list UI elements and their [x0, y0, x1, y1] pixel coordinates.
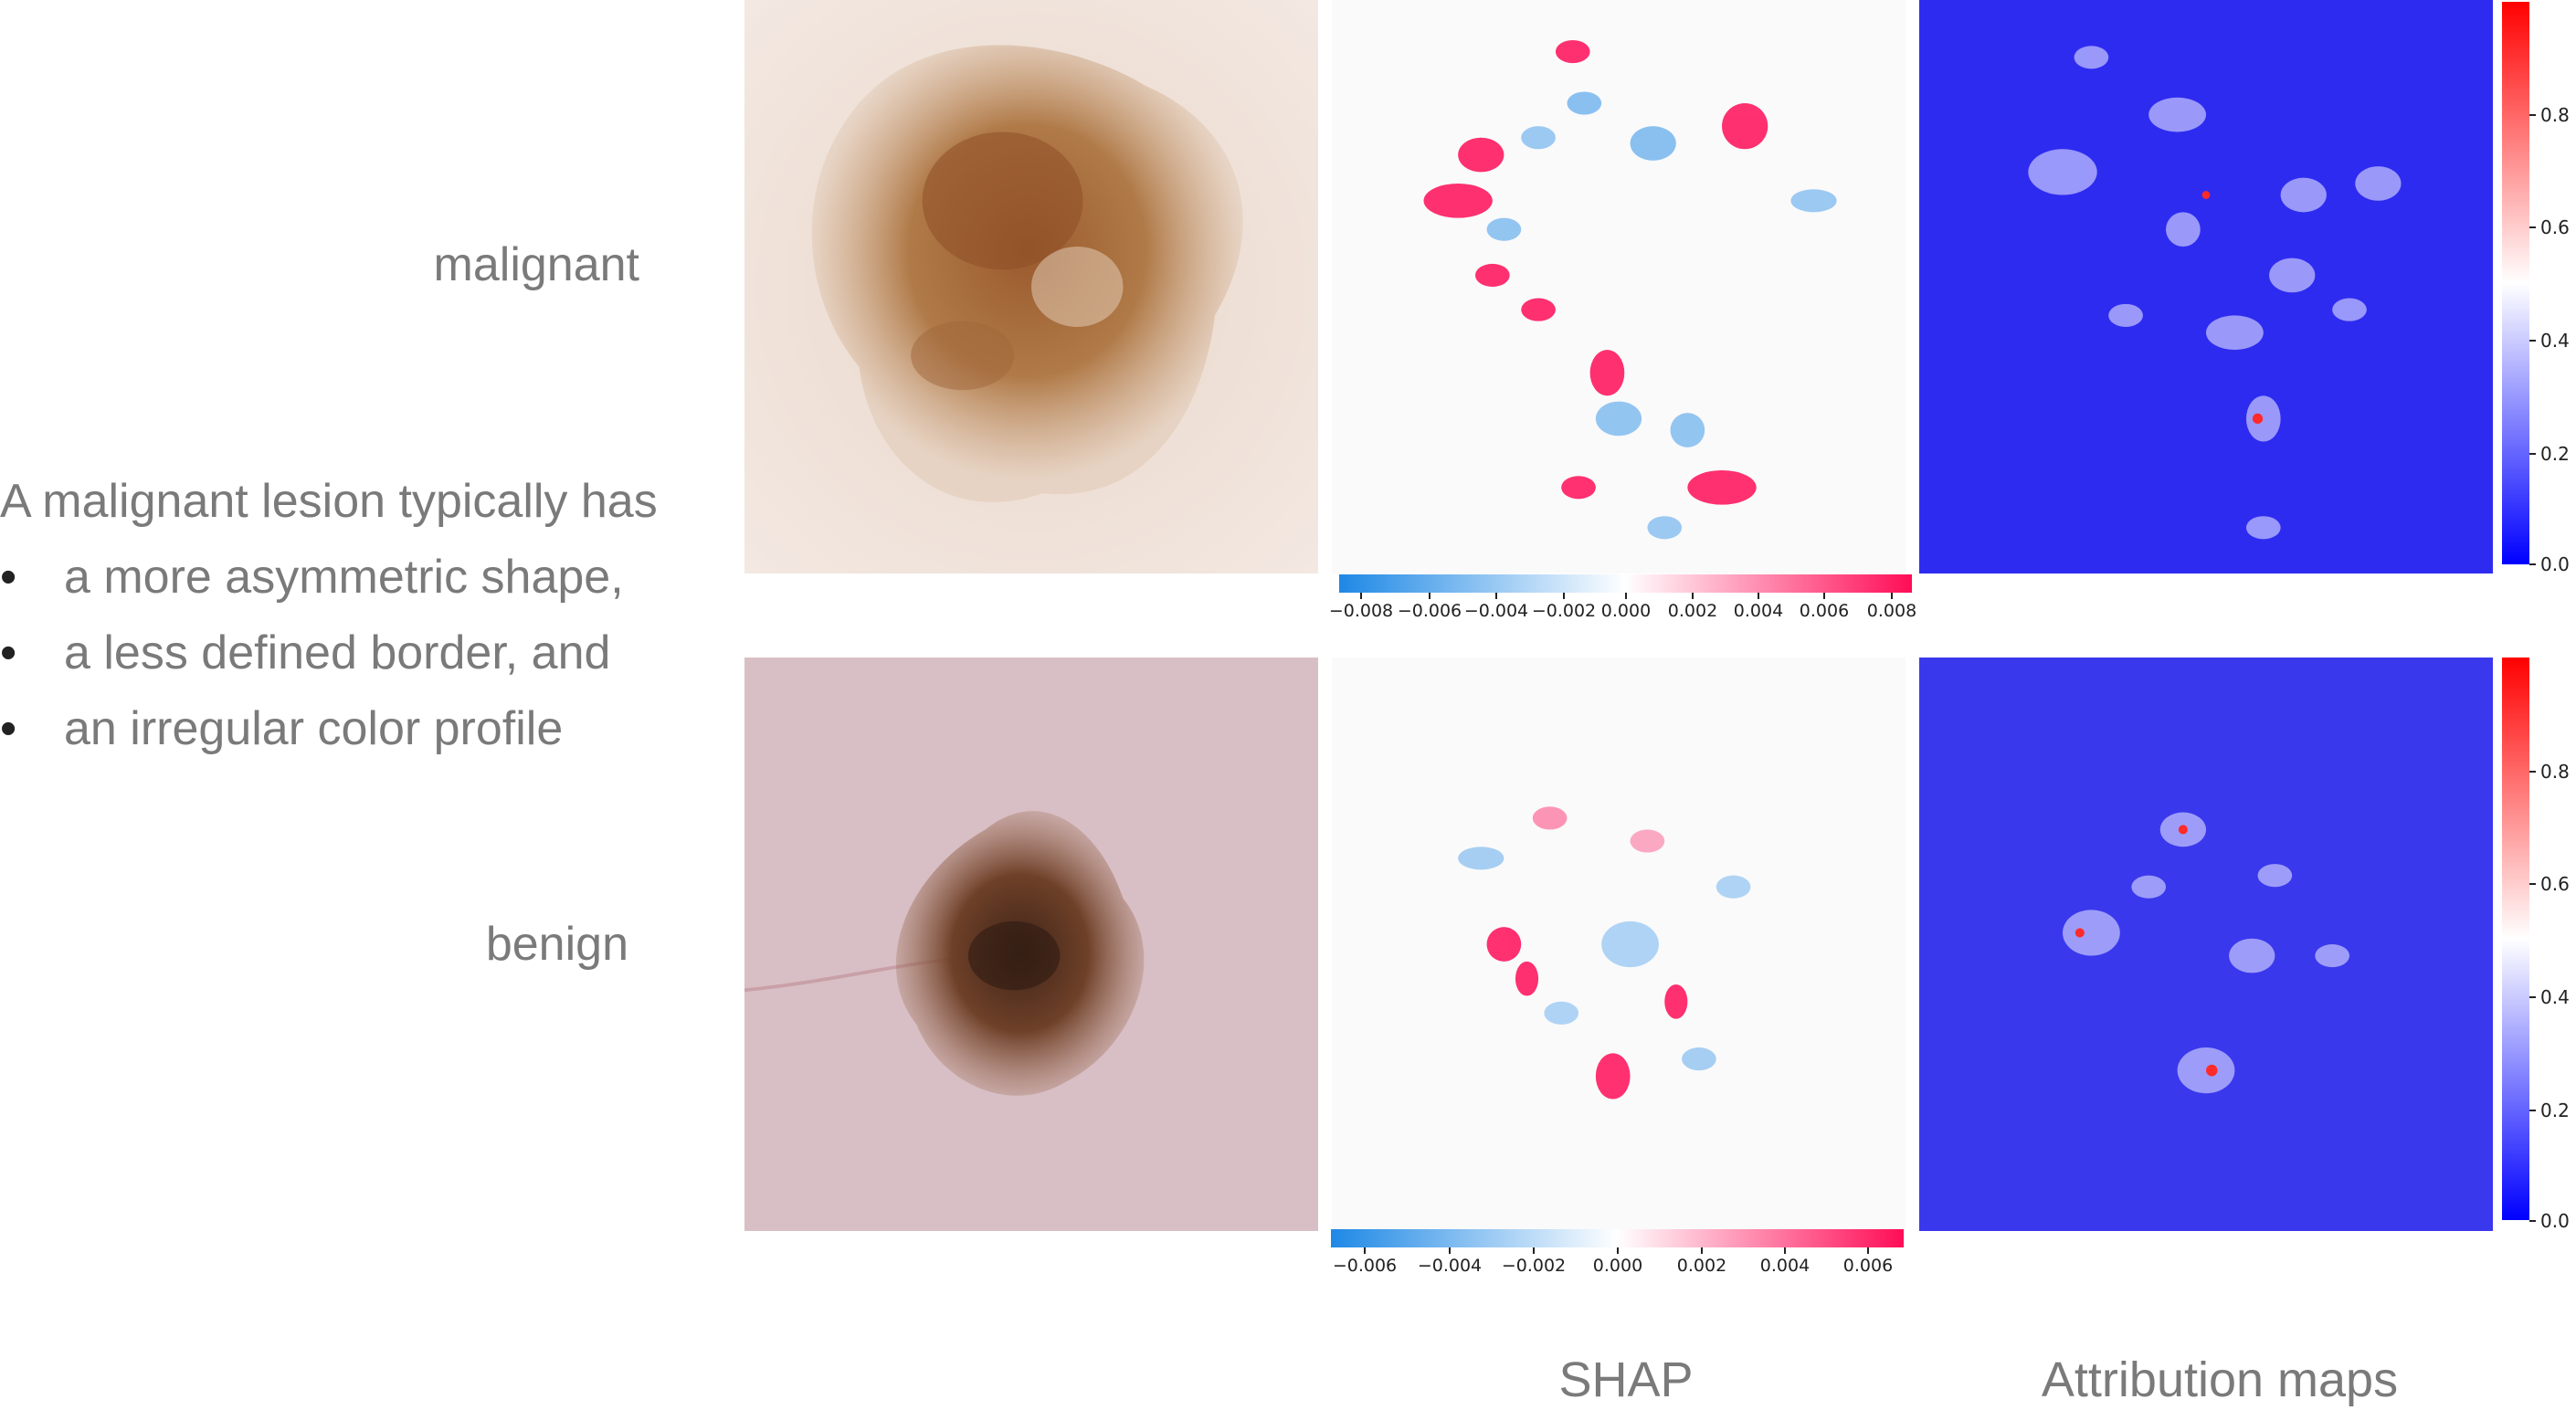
- shap-tick-label: 0.008: [1866, 601, 1917, 621]
- benign-shap-map: [1332, 658, 1906, 1231]
- malignant-attribution-colorbar: [2502, 2, 2529, 564]
- attribution-tick-label: 0.2: [2540, 1100, 2570, 1121]
- attribution-tick-label: 0.8: [2540, 761, 2570, 783]
- shap-tick-label: −0.006: [1397, 601, 1462, 621]
- shap-tick-label: 0.002: [1676, 1256, 1727, 1276]
- malignant-shap-map: [1332, 0, 1906, 573]
- shap-tick-label: −0.008: [1328, 601, 1394, 621]
- shap-tick-label: 0.000: [1600, 601, 1652, 621]
- column-title-attribution: Attribution maps: [2041, 1352, 2399, 1407]
- shap-tick-label: −0.004: [1417, 1256, 1483, 1276]
- shap-tick-label: −0.002: [1501, 1256, 1567, 1276]
- benign-attribution-map: [1919, 658, 2493, 1231]
- benign-shap-colorbar: [1331, 1229, 1904, 1247]
- benign-lesion-image: [744, 658, 1318, 1231]
- description-bullet: an irregular color profile: [0, 691, 731, 767]
- description-lead: A malignant lesion typically has: [0, 475, 658, 528]
- attribution-tick-label: 0.8: [2540, 104, 2570, 126]
- malignant-shap-colorbar: [1339, 574, 1912, 593]
- row-label-malignant: malignant: [433, 238, 639, 291]
- attribution-tick-label: 0.2: [2540, 443, 2570, 465]
- description-bullet: a more asymmetric shape,: [0, 540, 731, 616]
- attribution-tick-label: 0.0: [2540, 1210, 2570, 1232]
- shap-tick-label: −0.006: [1332, 1256, 1398, 1276]
- attribution-tick-label: 0.4: [2540, 986, 2570, 1008]
- attribution-tick-label: 0.0: [2540, 553, 2570, 575]
- row-label-benign: benign: [485, 918, 628, 971]
- lesion-description: A malignant lesion typically has a more …: [0, 464, 731, 767]
- attribution-tick-label: 0.4: [2540, 330, 2570, 352]
- attribution-tick-label: 0.6: [2540, 216, 2570, 238]
- attribution-tick-label: 0.6: [2540, 873, 2570, 895]
- description-list: a more asymmetric shape, a less defined …: [0, 540, 731, 767]
- malignant-lesion-image: [744, 0, 1318, 573]
- shap-tick-label: 0.004: [1733, 601, 1784, 621]
- shap-tick-label: −0.004: [1463, 601, 1529, 621]
- shap-tick-label: 0.004: [1759, 1256, 1811, 1276]
- malignant-attribution-map: [1919, 0, 2493, 573]
- shap-tick-label: −0.002: [1531, 601, 1597, 621]
- shap-tick-label: 0.006: [1799, 601, 1850, 621]
- shap-tick-label: 0.002: [1667, 601, 1718, 621]
- column-title-shap: SHAP: [1558, 1352, 1694, 1407]
- shap-tick-label: 0.006: [1842, 1256, 1894, 1276]
- benign-attribution-colorbar: [2502, 658, 2529, 1220]
- shap-tick-label: 0.000: [1592, 1256, 1643, 1276]
- description-bullet: a less defined border, and: [0, 616, 731, 691]
